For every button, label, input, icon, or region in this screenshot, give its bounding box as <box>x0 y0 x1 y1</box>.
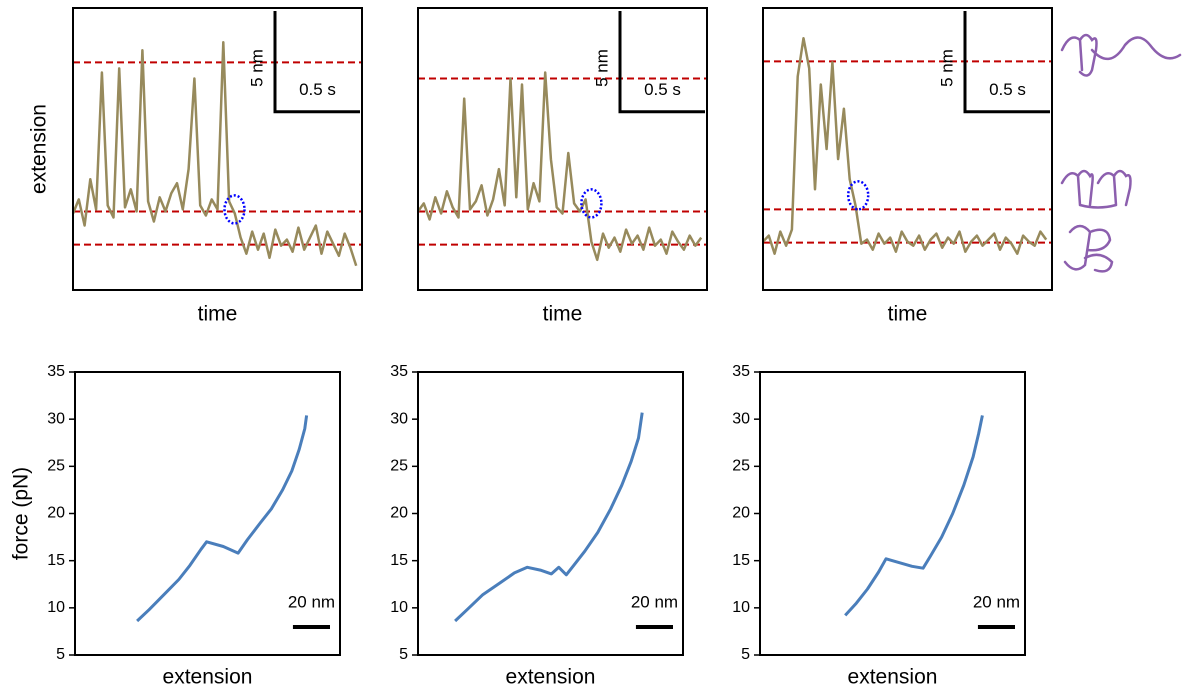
y-tick-label: 35 <box>732 363 750 380</box>
plot-frame <box>74 371 341 656</box>
y-tick-label: 30 <box>390 410 408 427</box>
y-tick-label: 30 <box>47 410 65 427</box>
x-axis-label: time <box>888 303 928 326</box>
y-tick-label: 15 <box>732 552 750 569</box>
structure-icons <box>1060 33 1182 273</box>
y-axis-label: force (pN) <box>10 467 33 560</box>
intermediate-icon <box>1060 169 1132 209</box>
data-line <box>136 415 309 623</box>
plot-frame <box>72 7 363 291</box>
y-axis-label: extension <box>28 104 51 194</box>
y-tick-label: 15 <box>390 552 408 569</box>
x-axis-label: time <box>198 303 238 326</box>
plot-frame <box>762 7 1053 291</box>
plot-frame <box>417 371 684 656</box>
plot-frame <box>759 371 1026 656</box>
scale-label-x: 0.5 s <box>989 80 1026 99</box>
highlight-circle <box>580 188 603 219</box>
y-tick-label: 25 <box>390 458 408 475</box>
y-tick-label: 35 <box>47 363 65 380</box>
scale-label-y: 5 nm <box>592 49 611 87</box>
highlight-circle <box>223 194 246 225</box>
data-line <box>71 40 358 267</box>
y-tick-label: 10 <box>390 599 408 616</box>
data-line <box>844 415 984 617</box>
x-axis-label: extension <box>506 666 596 689</box>
data-line <box>762 36 1048 255</box>
plot-frame <box>417 7 708 291</box>
unfolded-icon <box>1060 33 1182 77</box>
scale-label-x: 0.5 s <box>644 80 681 99</box>
y-tick-label: 25 <box>47 458 65 475</box>
folded-icon <box>1063 224 1114 273</box>
y-tick-label: 10 <box>732 599 750 616</box>
y-tick-label: 20 <box>732 505 750 522</box>
data-line <box>416 71 703 262</box>
y-tick-label: 10 <box>47 599 65 616</box>
x-axis-label: extension <box>848 666 938 689</box>
scale-label-x: 0.5 s <box>299 80 336 99</box>
y-tick-label: 15 <box>47 552 65 569</box>
scale-label-y: 5 nm <box>937 49 956 87</box>
scale-label: 20 nm <box>973 592 1020 611</box>
y-tick-label: 5 <box>741 646 750 663</box>
scale-label-y: 5 nm <box>247 49 266 87</box>
x-axis-label: time <box>543 303 583 326</box>
y-tick-label: 20 <box>390 505 408 522</box>
y-tick-label: 35 <box>390 363 408 380</box>
x-axis-label: extension <box>163 666 253 689</box>
y-tick-label: 30 <box>732 410 750 427</box>
y-tick-label: 5 <box>56 646 65 663</box>
y-tick-label: 20 <box>47 505 65 522</box>
scale-label: 20 nm <box>288 592 335 611</box>
highlight-circle <box>846 180 870 211</box>
data-line <box>454 412 644 623</box>
y-tick-label: 5 <box>399 646 408 663</box>
y-tick-label: 25 <box>732 458 750 475</box>
scale-label: 20 nm <box>631 592 678 611</box>
